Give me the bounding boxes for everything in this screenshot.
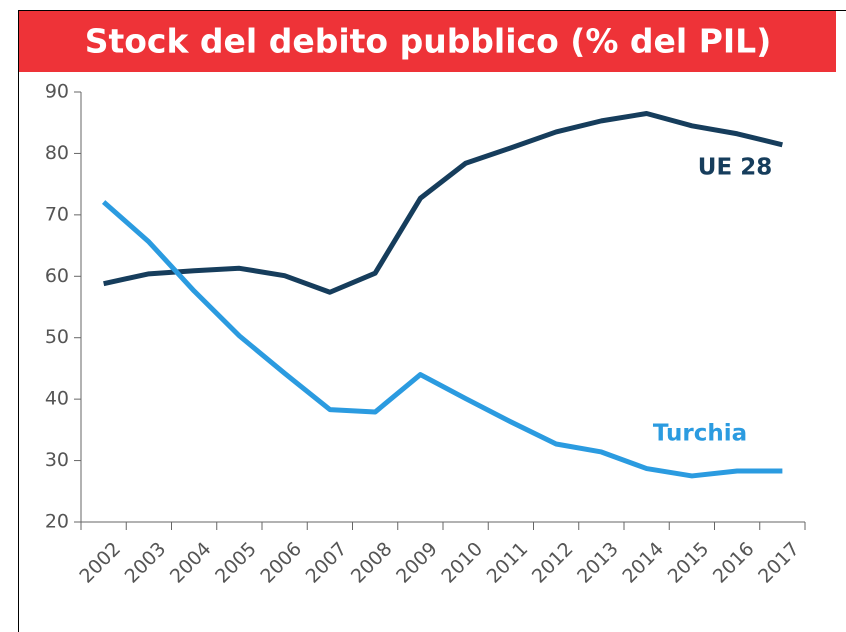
y-tick-label: 90: [45, 81, 69, 103]
x-tick-label: 2005: [211, 538, 261, 588]
x-tick-label: 2004: [166, 538, 216, 588]
line-series: [103, 111, 783, 295]
frame: [18, 10, 846, 632]
x-tick-label: 2015: [664, 538, 714, 588]
x-tick-label: 2002: [75, 538, 125, 588]
x-tick-label: 2003: [121, 538, 171, 588]
y-tick-label: 20: [45, 511, 69, 533]
y-tick-label: 30: [45, 449, 69, 471]
y-tick-label: 60: [45, 265, 69, 287]
y-tick-label: 70: [45, 203, 69, 225]
x-tick-label: 2016: [709, 538, 759, 588]
x-tick-label: 2014: [618, 538, 668, 588]
x-tick-label: 2008: [347, 538, 397, 588]
x-tick-label: 2017: [754, 538, 804, 588]
x-tick-label: 2011: [483, 538, 533, 588]
y-tick-label: 40: [45, 388, 69, 410]
series-label: Turchia: [653, 421, 747, 447]
title-banner: [19, 11, 836, 72]
x-tick-label: 2009: [392, 538, 442, 588]
x-tick-label: 2007: [302, 538, 352, 588]
y-tick-label: 50: [45, 326, 69, 348]
y-tick-label: 80: [45, 142, 69, 164]
x-tick-label: 2013: [573, 538, 623, 588]
x-tick-label: 2012: [528, 538, 578, 588]
x-tick-label: 2006: [256, 538, 306, 588]
chart-title: Stock del debito pubblico (% del PIL): [85, 22, 772, 61]
x-tick-label: 2010: [437, 538, 487, 588]
line-series: [101, 200, 783, 479]
series-label: UE 28: [698, 155, 772, 181]
